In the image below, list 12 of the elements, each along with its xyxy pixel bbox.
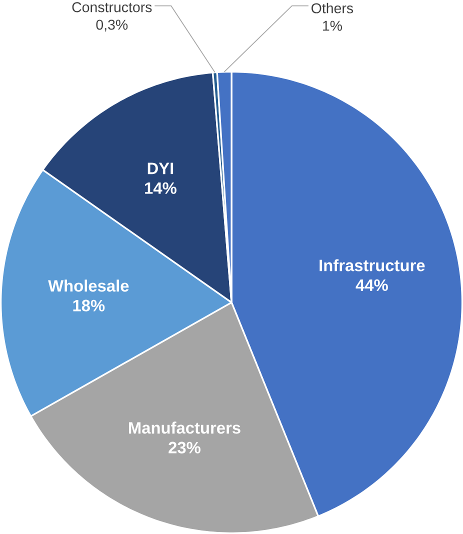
data-label: 44% <box>356 279 388 291</box>
data-label: 14% <box>145 182 176 194</box>
data-label: 0,3% <box>96 20 128 32</box>
data-label: 18% <box>73 300 105 312</box>
slice-label: DYI <box>148 162 174 174</box>
slice-label: Manufacturers <box>128 422 240 434</box>
data-label: 1% <box>322 20 342 31</box>
slice-label: Wholesale <box>48 280 129 292</box>
slice-label: Infrastructure <box>320 259 425 272</box>
data-label: 23% <box>168 442 200 454</box>
slice-label: Others <box>311 2 354 14</box>
slice-label: Constructors <box>72 2 152 12</box>
